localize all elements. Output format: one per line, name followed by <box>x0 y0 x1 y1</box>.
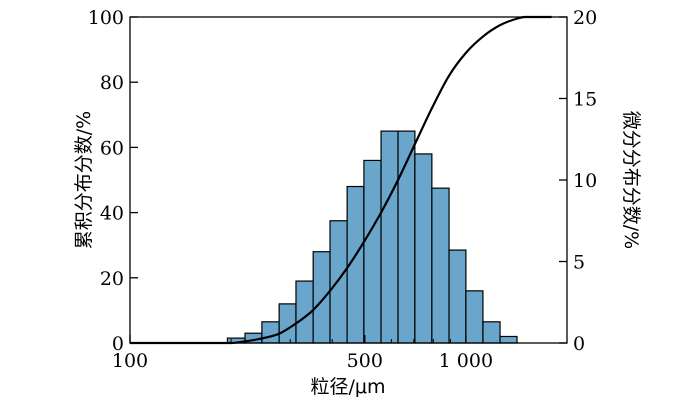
histogram-bar <box>482 321 501 344</box>
histogram-bars <box>226 130 518 344</box>
cumulative-distribution-curve <box>130 15 552 345</box>
left-y-tick-label: 20 <box>100 268 124 290</box>
left-y-tick-label: 40 <box>100 203 124 225</box>
histogram-bar <box>363 159 382 344</box>
histogram-bar <box>465 290 484 344</box>
right-y-tick-label: 10 <box>573 170 597 192</box>
x-axis-title: 粒径/μm <box>311 376 386 398</box>
right-y-tick-label: 0 <box>573 333 585 355</box>
left-y-tick-label: 0 <box>112 333 124 355</box>
right-y-axis-title: 微分分布分数/% <box>620 111 642 249</box>
x-tick-label: 100 <box>112 350 148 372</box>
left-y-tick-label: 60 <box>100 137 124 159</box>
histogram-bar <box>499 335 518 344</box>
right-y-tick-label: 20 <box>573 7 597 29</box>
x-tick-label: 500 <box>347 350 383 372</box>
right-y-tick-label: 5 <box>573 252 585 274</box>
histogram-bar <box>329 220 348 344</box>
histogram-bar <box>278 303 297 344</box>
left-y-axis-title: 累积分布分数/% <box>73 111 95 249</box>
histogram-bar <box>261 321 280 344</box>
left-y-tick-label: 100 <box>88 7 124 29</box>
right-y-tick-label: 15 <box>573 89 597 111</box>
x-tick-label: 1 000 <box>439 350 493 372</box>
histogram-bar <box>414 153 433 344</box>
left-y-tick-label: 80 <box>100 72 124 94</box>
histogram-bar <box>380 130 399 344</box>
histogram-bar <box>431 187 450 344</box>
histogram-bar <box>312 251 331 344</box>
histogram-bar <box>448 249 467 344</box>
